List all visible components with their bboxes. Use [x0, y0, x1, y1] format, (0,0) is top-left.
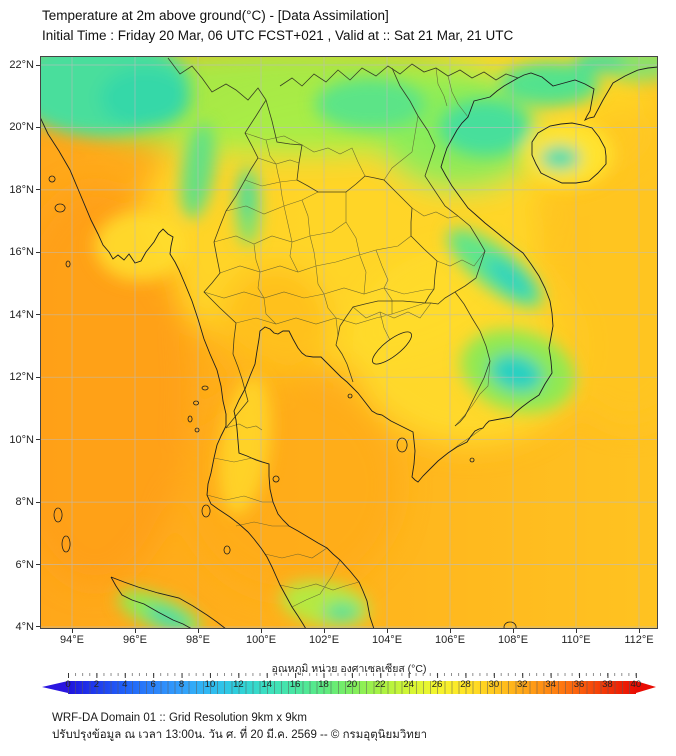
colorbar: อุณหภูมิ หน่วย องศาเซลเซียส (°C) 0 2 4 6 8 10…: [42, 660, 656, 694]
footer: WRF-DA Domain 01 :: Grid Resolution 9km …: [52, 710, 427, 744]
axis-text: 16: [289, 679, 301, 690]
admin-borders: [167, 57, 519, 608]
temperature-field: [40, 56, 658, 629]
title-block: Temperature at 2m above ground(°C) - [Da…: [42, 6, 513, 46]
axis-text: 6: [150, 679, 156, 690]
axis-text: 6°N: [15, 558, 34, 571]
axis-text: 14: [261, 679, 273, 690]
axis-text: 30: [488, 679, 500, 690]
axis-text: 98°E: [186, 634, 210, 646]
page-title: Temperature at 2m above ground(°C) - [Da…: [42, 8, 389, 23]
tick-mark: [36, 376, 40, 378]
map-frame: [40, 56, 658, 629]
axis-text: 32: [516, 679, 528, 690]
tick-mark: [638, 629, 640, 633]
islands-path: [48, 175, 517, 629]
temperature-map-svg: [40, 56, 658, 629]
axis-text: 24: [403, 679, 414, 690]
axis-text: 16°N: [9, 246, 34, 259]
axis-text: 20: [346, 679, 358, 690]
axis-text: 26: [431, 679, 443, 690]
colorbar-underflow-arrow: [42, 681, 68, 693]
sumatra-coastline-path: [110, 576, 227, 629]
axis-text: 4°N: [15, 620, 34, 633]
axis-text: 0: [65, 679, 71, 690]
tick-mark: [386, 629, 388, 633]
tick-mark: [36, 189, 40, 191]
tick-mark: [36, 564, 40, 565]
axis-text: 110°E: [561, 634, 591, 646]
axis-text: 20°N: [9, 121, 34, 134]
tonle-sap-lake-outline: [372, 331, 412, 365]
axis-text: 38: [602, 679, 613, 690]
country-borders-path: [167, 57, 519, 429]
map-plot-area: [40, 56, 658, 629]
axis-text: 94°E: [60, 634, 84, 646]
tick-mark: [575, 629, 577, 633]
tick-mark: [197, 629, 199, 633]
colorbar-tick-labels: 0 2 4 6 8 10 12 14 16 18 20 22 24 26 28 30 32 34 36 38 40: [65, 679, 641, 690]
east-coastline-path: [233, 66, 658, 629]
axis-text: 14°N: [9, 308, 34, 321]
tick-mark: [36, 314, 40, 316]
axis-text: 22: [375, 679, 386, 690]
axis-text: 10°N: [9, 433, 34, 446]
tick-mark: [323, 629, 325, 633]
axis-text: 22°N: [9, 59, 34, 71]
coastlines: [40, 66, 658, 629]
axis-text: 36: [573, 679, 585, 690]
axis-text: 2: [93, 679, 100, 690]
axis-text: 10: [204, 679, 216, 690]
axis-text: 18: [318, 679, 329, 690]
axis-text: 18°N: [9, 183, 34, 196]
colorbar-gradient: [68, 681, 636, 694]
tick-mark: [449, 629, 451, 633]
axis-text: 112°E: [624, 634, 654, 646]
hainan-coastline-path: [531, 122, 607, 184]
axis-text: 40: [630, 679, 642, 690]
tick-mark: [71, 629, 73, 633]
axis-text: 8°N: [15, 496, 34, 509]
west-coastline-path: [40, 116, 307, 629]
latitude-axis: 22°N 20°N 18°N 16°N 14°N 12°N 10°N 8°N 6°N 4°N: [0, 59, 40, 633]
tick-mark: [512, 629, 514, 633]
tick-mark: [36, 626, 40, 628]
graticule: [40, 56, 658, 629]
axis-text: 12: [233, 679, 244, 690]
colorbar-tick-marks: [68, 673, 637, 678]
tick-mark: [36, 64, 40, 66]
axis-text: 34: [545, 679, 556, 690]
colorbar-title: อุณหภูมิ หน่วย องศาเซลเซียส (°C): [271, 663, 427, 675]
axis-text: 104°E: [371, 634, 403, 646]
province-borders-path: [203, 67, 491, 608]
colorbar-bar: [42, 681, 656, 694]
axis-text: 102°E: [308, 634, 340, 646]
page-subtitle: Initial Time : Friday 20 Mar, 06 UTC FCS…: [42, 28, 514, 43]
footer-domain-info: WRF-DA Domain 01 :: Grid Resolution 9km …: [52, 712, 307, 724]
tick-mark: [36, 439, 40, 441]
axis-text: 96°E: [123, 634, 147, 646]
gridlines-path: [40, 56, 658, 629]
axis-text: 108°E: [497, 634, 529, 646]
tick-mark: [134, 629, 136, 633]
axis-text: 8: [178, 679, 185, 690]
axis-text: 106°E: [434, 634, 466, 646]
tick-mark: [36, 126, 40, 128]
axis-text: 100°E: [245, 634, 277, 646]
tick-mark: [36, 501, 40, 503]
tick-mark: [260, 629, 262, 633]
tick-mark: [36, 251, 40, 253]
longitude-axis: 94°E 96°E 98°E 100°E 102°E 104°E 106°E 108°E 110…: [60, 629, 654, 647]
axis-text: 28: [460, 679, 471, 690]
colorbar-overflow-arrow: [636, 681, 656, 693]
axis-text: 4: [122, 679, 128, 690]
axis-text: 12°N: [9, 371, 34, 384]
footer-update-info: ปรับปรุงข้อมูล ณ เวลา 13:00น. วัน ศ. ที่…: [52, 729, 428, 741]
